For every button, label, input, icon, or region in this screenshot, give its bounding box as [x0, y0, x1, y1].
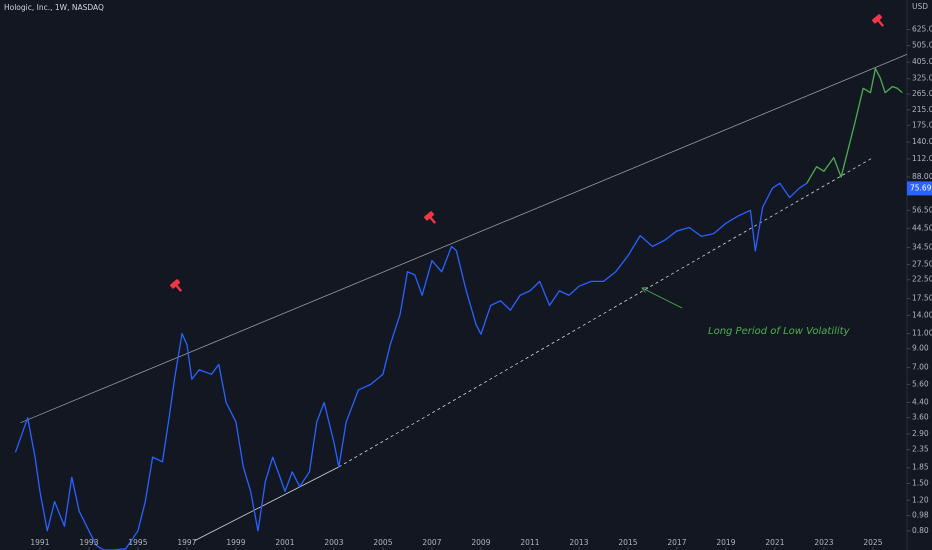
- x-tick-label: 2021: [765, 538, 784, 547]
- y-tick-label: 265.00: [912, 89, 932, 98]
- y-tick-label: 88.00: [912, 172, 932, 181]
- x-tick-label: 1991: [30, 538, 49, 547]
- x-tick-label: 2003: [324, 538, 343, 547]
- x-tick-label: 2001: [275, 538, 294, 547]
- plot-area: [14, 53, 907, 550]
- x-tick-label: 1993: [79, 538, 98, 547]
- y-tick-label: 625.00: [912, 25, 932, 34]
- annotation: Long Period of Low Volatility: [708, 326, 851, 337]
- y-tick-label: 9.00: [912, 344, 929, 353]
- y-tick-label: 215.00: [912, 105, 932, 114]
- x-tick-label: 2019: [716, 538, 735, 547]
- x-tick-label: 2013: [569, 538, 588, 547]
- y-tick-label: 1.85: [912, 463, 929, 472]
- annotation-arrowhead: [641, 287, 649, 293]
- trend-line: [338, 157, 874, 468]
- y-tick-label: 405.00: [912, 57, 932, 66]
- y-tick-label: 14.00: [912, 310, 932, 319]
- y-tick-label: 3.60: [912, 413, 929, 422]
- y-tick-label: 0.98: [912, 511, 929, 520]
- price-label-box: [907, 181, 932, 196]
- y-tick-label: 22.50: [912, 275, 932, 284]
- x-tick-label: 2005: [373, 538, 392, 547]
- trend-line: [20, 53, 907, 424]
- y-tick-label: 112.00: [912, 154, 932, 163]
- y-tick-label: 2.90: [912, 429, 929, 438]
- chart-title: Hologic, Inc., 1W, NASDAQ: [4, 3, 104, 12]
- x-tick-label: 2025: [863, 538, 882, 547]
- price-line: [14, 182, 808, 550]
- y-tick-label: 175.00: [912, 120, 932, 129]
- x-tick-label: 2023: [814, 538, 833, 547]
- x-tick-label: 1999: [226, 538, 245, 547]
- y-tick-label: 0.80: [912, 526, 929, 535]
- y-tick-label: 27.50: [912, 260, 932, 269]
- x-tick-label: 2017: [667, 538, 686, 547]
- price-label: 75.69: [910, 183, 932, 192]
- y-tick-label: 1.20: [912, 495, 929, 504]
- price-line: [806, 67, 903, 184]
- x-tick-label: 2015: [618, 538, 637, 547]
- y-tick-label: 5.60: [912, 379, 929, 388]
- y-tick-label: 56.50: [912, 205, 932, 214]
- hammer-icon: [424, 211, 437, 224]
- currency-label: USD: [912, 2, 928, 11]
- x-tick-label: 1997: [177, 538, 196, 547]
- y-tick-label: 140.00: [912, 137, 932, 146]
- y-tick-label: 4.40: [912, 398, 929, 407]
- y-tick-label: 17.50: [912, 294, 932, 303]
- hammer-icon: [170, 279, 183, 292]
- y-tick-label: 2.35: [912, 445, 929, 454]
- x-tick-label: 2011: [520, 538, 539, 547]
- x-tick-label: 1995: [128, 538, 147, 547]
- x-tick-label: 2007: [422, 538, 441, 547]
- annotation-arrow: [641, 287, 683, 309]
- trend-line: [194, 466, 340, 542]
- x-tick-label: 2009: [471, 538, 490, 547]
- y-tick-label: 325.00: [912, 74, 932, 83]
- y-tick-label: 34.50: [912, 243, 932, 252]
- y-tick-label: 7.00: [912, 363, 929, 372]
- y-tick-label: 505.00: [912, 41, 932, 50]
- y-tick-label: 11.00: [912, 329, 932, 338]
- hammer-icon: [872, 14, 885, 27]
- y-tick-label: 1.50: [912, 479, 929, 488]
- y-tick-label: 44.50: [912, 223, 932, 232]
